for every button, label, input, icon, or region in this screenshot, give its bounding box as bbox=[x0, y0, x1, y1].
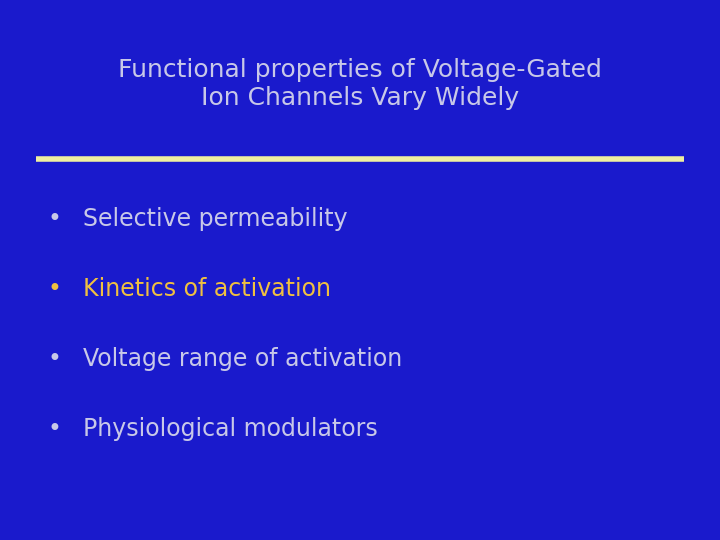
Text: Physiological modulators: Physiological modulators bbox=[83, 417, 377, 441]
Text: •: • bbox=[47, 207, 61, 231]
Text: Voltage range of activation: Voltage range of activation bbox=[83, 347, 402, 371]
Text: •: • bbox=[47, 277, 61, 301]
Text: Functional properties of Voltage-Gated
Ion Channels Vary Widely: Functional properties of Voltage-Gated I… bbox=[118, 58, 602, 110]
Text: Kinetics of activation: Kinetics of activation bbox=[83, 277, 330, 301]
Text: •: • bbox=[47, 417, 61, 441]
Text: Selective permeability: Selective permeability bbox=[83, 207, 348, 231]
Text: •: • bbox=[47, 347, 61, 371]
